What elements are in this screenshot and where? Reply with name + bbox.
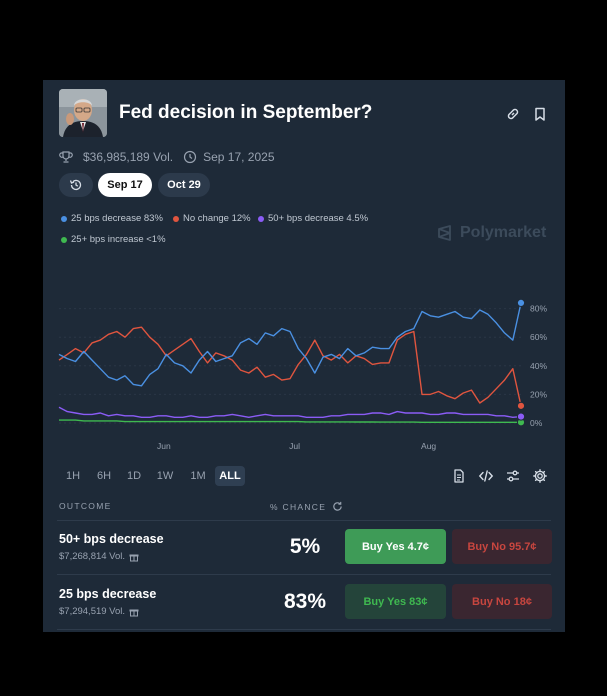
chance-column-header: % CHANCE (270, 501, 343, 512)
series-line-2 (58, 406, 522, 418)
x-tick-label: Jul (289, 441, 300, 451)
row-divider (57, 629, 551, 630)
outcome-volume-text: $7,268,814 Vol. (59, 551, 126, 562)
legend-dot (173, 215, 179, 222)
legend-label: No change 12% (183, 213, 251, 224)
x-tick-label: Jun (157, 441, 171, 451)
range-1m[interactable]: 1M (190, 470, 206, 482)
outcome-chance: 5% (289, 535, 321, 558)
series-end-dot-0 (516, 298, 526, 307)
buy-yes-button[interactable]: Buy Yes 83¢ (345, 584, 446, 619)
outcome-volume: $7,268,814 Vol. (59, 551, 139, 562)
legend-dot (258, 215, 264, 222)
bookmark-icon[interactable] (532, 106, 548, 122)
gift-icon (129, 554, 139, 561)
legend-item-25bps: 25 bps decrease 83% (61, 213, 163, 224)
market-avatar (59, 89, 107, 137)
tab-oct-29[interactable]: Oct 29 (158, 173, 210, 197)
legend-label: 25+ bps increase <1% (71, 234, 166, 245)
y-tick-label: 0% (530, 418, 543, 428)
volume-text: $36,985,189 Vol. (83, 150, 174, 164)
watermark-text: Polymarket (460, 224, 547, 241)
outcome-volume-text: $7,294,519 Vol. (59, 606, 126, 617)
range-1d[interactable]: 1D (126, 470, 142, 482)
market-card: Fed decision in September? $36,985,189 V… (43, 80, 565, 632)
y-tick-label: 60% (530, 332, 547, 342)
y-tick-label: 80% (530, 304, 547, 314)
history-button[interactable] (59, 173, 93, 197)
market-meta: $36,985,189 Vol. Sep 17, 2025 (59, 150, 275, 164)
row-divider (57, 574, 551, 575)
series-line-0 (58, 302, 522, 387)
buy-no-button[interactable]: Buy No 18¢ (452, 584, 552, 619)
outcome-volume: $7,294,519 Vol. (59, 606, 139, 617)
outcome-chance: 83% (283, 590, 327, 613)
range-1w[interactable]: 1W (156, 470, 174, 482)
legend-item-no-change: No change 12% (173, 213, 251, 224)
polymarket-logo-icon (438, 225, 451, 241)
range-1h[interactable]: 1H (65, 470, 81, 482)
market-title: Fed decision in September? (119, 102, 373, 123)
series-line-1 (58, 326, 522, 406)
end-date-text: Sep 17, 2025 (203, 150, 275, 164)
series-end-dot-1 (516, 401, 526, 410)
legend-dot (61, 215, 67, 222)
legend-item-50bps: 50+ bps decrease 4.5% (258, 213, 368, 224)
buy-no-button[interactable]: Buy No 95.7¢ (452, 529, 552, 564)
outcome-name: 50+ bps decrease (59, 532, 164, 546)
tab-sep-17[interactable]: Sep 17 (98, 173, 152, 197)
gift-icon (129, 609, 139, 616)
refresh-icon[interactable] (332, 501, 343, 512)
series-end-dot-2 (516, 412, 526, 421)
history-icon (69, 179, 82, 191)
settings-gear-icon[interactable] (532, 468, 548, 484)
y-tick-label: 40% (530, 361, 547, 371)
chance-header-label: % CHANCE (270, 501, 327, 512)
trophy-icon (59, 151, 73, 163)
range-all[interactable]: ALL (215, 466, 245, 486)
outcome-column-header: OUTCOME (59, 501, 112, 511)
outcome-name: 25 bps decrease (59, 587, 157, 601)
document-icon[interactable] (451, 468, 467, 484)
y-tick-label: 20% (530, 389, 547, 399)
table-divider (57, 520, 551, 521)
x-tick-label: Aug (421, 441, 436, 451)
polymarket-watermark: Polymarket (436, 224, 546, 242)
buy-yes-button[interactable]: Buy Yes 4.7¢ (345, 529, 446, 564)
legend-label: 50+ bps decrease 4.5% (268, 213, 369, 224)
legend-dot (61, 236, 67, 243)
series-line-3 (59, 419, 521, 423)
legend-label: 25 bps decrease 83% (71, 213, 163, 224)
range-6h[interactable]: 6H (96, 470, 112, 482)
clock-icon (183, 150, 197, 164)
embed-code-icon[interactable] (478, 468, 494, 484)
filter-sliders-icon[interactable] (505, 468, 521, 484)
legend-item-increase: 25+ bps increase <1% (61, 234, 166, 245)
price-chart[interactable]: 0% 20% 40% 60% 80% Jun Jul Aug (43, 260, 565, 460)
link-icon[interactable] (505, 106, 521, 122)
